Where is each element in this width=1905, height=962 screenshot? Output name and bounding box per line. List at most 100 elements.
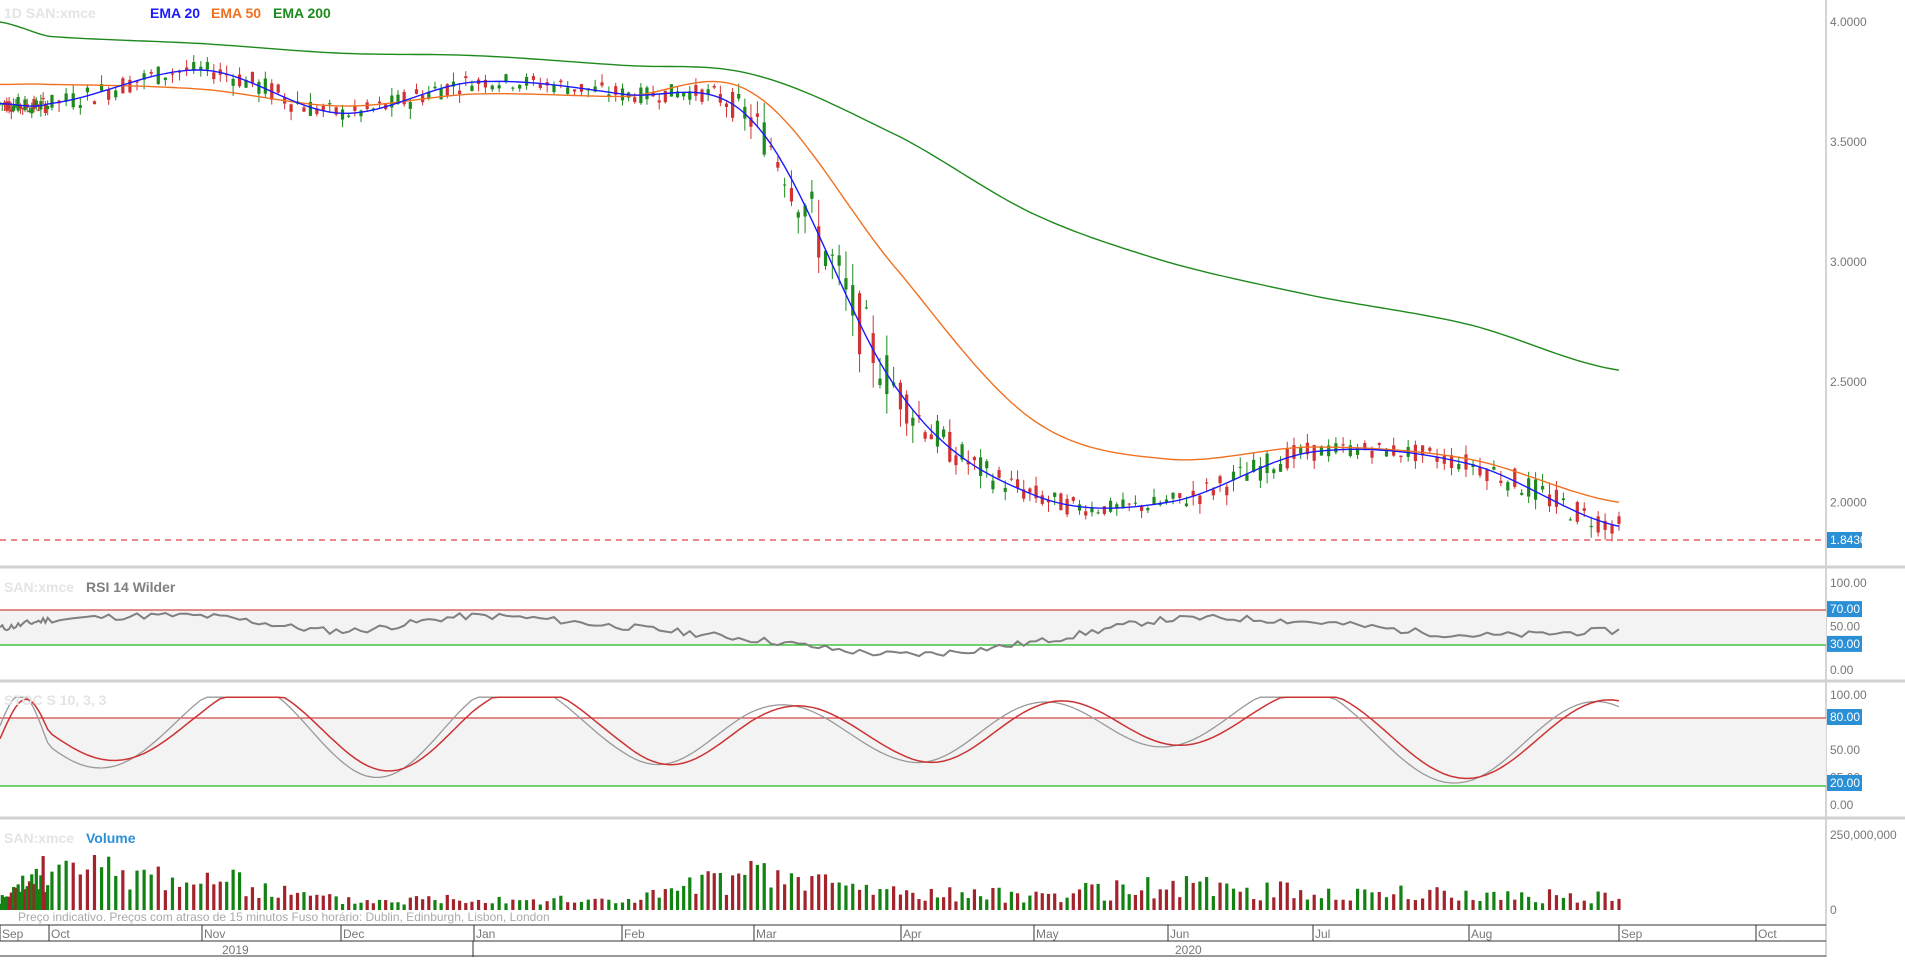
candle-body: [470, 85, 474, 91]
candle-body: [163, 77, 167, 81]
candle-body: [1292, 445, 1296, 459]
candle-body: [192, 62, 196, 71]
candle-body: [1534, 479, 1538, 500]
volume-bar: [302, 892, 306, 910]
candle-body: [633, 97, 637, 103]
volume-bar: [923, 900, 927, 910]
volume-bar: [1152, 898, 1156, 910]
volume-bar: [633, 902, 637, 910]
candle-body: [851, 285, 855, 316]
volume-bar: [185, 882, 189, 910]
volume-bar: [504, 903, 508, 910]
candle-body: [377, 101, 382, 104]
volume-bar: [1582, 900, 1586, 910]
candle-body: [1449, 455, 1454, 469]
volume-bar: [1319, 898, 1324, 910]
volume-bar: [935, 897, 940, 910]
candle-body: [935, 420, 940, 447]
candle-body: [1102, 506, 1106, 515]
volume-bar: [991, 887, 995, 910]
volume-bar: [1205, 876, 1209, 910]
price-tick-label: 3.0000: [1830, 255, 1867, 269]
candle-body: [1492, 466, 1496, 470]
volume-bar: [1568, 893, 1572, 910]
volume-bar: [669, 888, 674, 910]
candle-body: [864, 307, 868, 309]
candle-body: [1617, 516, 1621, 524]
candle-body: [1305, 442, 1310, 455]
candle-body: [1034, 485, 1038, 499]
volume-bar: [1140, 890, 1144, 910]
volume-bar: [1610, 900, 1614, 910]
candle-body: [1065, 498, 1069, 515]
candle-body: [724, 103, 729, 107]
candle-body: [1399, 455, 1403, 458]
candle-body: [1513, 468, 1517, 487]
volume-bar: [199, 883, 203, 910]
candle-body: [1258, 466, 1262, 481]
candle-body: [458, 90, 462, 94]
volume-bar: [796, 877, 800, 910]
candle-body: [1003, 487, 1007, 492]
volume-bar: [552, 898, 556, 910]
candle-body: [803, 205, 807, 217]
volume-bar: [23, 889, 27, 910]
candle-body: [114, 90, 118, 98]
ema200-line: [0, 21, 1620, 371]
candle-body: [1028, 488, 1032, 493]
candle-body: [917, 415, 921, 417]
candle-body: [923, 432, 927, 439]
volume-bar: [50, 871, 54, 910]
volume-bar: [1059, 902, 1063, 910]
volume-bar: [64, 860, 68, 910]
volume-bar: [1053, 893, 1057, 910]
volume-bar: [1492, 891, 1496, 910]
month-label: Jun: [1170, 927, 1189, 941]
volume-bar: [263, 883, 267, 910]
volume-bar: [1377, 891, 1381, 910]
last-price-badge-bg: [1827, 532, 1862, 548]
volume-bar: [593, 898, 597, 910]
volume-bar: [365, 900, 369, 910]
candle-body: [985, 461, 989, 469]
volume-bar: [1392, 894, 1396, 910]
volume-bar: [1071, 893, 1075, 910]
price-candles: [0, 55, 1621, 542]
candle-body: [1164, 499, 1169, 503]
volume-axis: 250,000,000 0: [1830, 828, 1897, 917]
volume-bar: [34, 868, 38, 910]
volume-title: Volume: [86, 830, 136, 846]
candle-body: [315, 108, 319, 115]
volume-bar: [270, 896, 274, 910]
candle-body: [78, 105, 82, 108]
candle-body: [12, 105, 16, 111]
volume-bar: [524, 900, 529, 910]
volume-bar: [483, 903, 488, 910]
month-label: May: [1036, 927, 1059, 941]
volume-bar: [755, 864, 760, 910]
volume-bar: [414, 896, 419, 910]
volume-bar: [783, 884, 787, 910]
volume-bar: [135, 870, 139, 910]
candle-body: [1108, 500, 1113, 512]
candle-body: [972, 457, 977, 461]
candle-body: [1152, 496, 1156, 505]
candle-body: [244, 79, 248, 88]
candle-body: [504, 74, 508, 81]
volume-bar: [237, 872, 242, 910]
candle-body: [353, 105, 357, 111]
volume-bar: [898, 894, 903, 910]
candle-body: [1589, 525, 1593, 528]
volume-bar: [817, 874, 821, 910]
candle-body: [1084, 511, 1088, 516]
volume-bar: [1413, 900, 1417, 910]
volume-bar: [966, 897, 970, 910]
volume-bar: [257, 897, 261, 910]
candle-body: [64, 93, 68, 102]
volume-bar: [1471, 899, 1475, 910]
volume-bar: [1527, 896, 1531, 910]
volume-bar: [308, 895, 313, 910]
volume-bar: [85, 869, 89, 910]
candle-body: [966, 461, 970, 465]
